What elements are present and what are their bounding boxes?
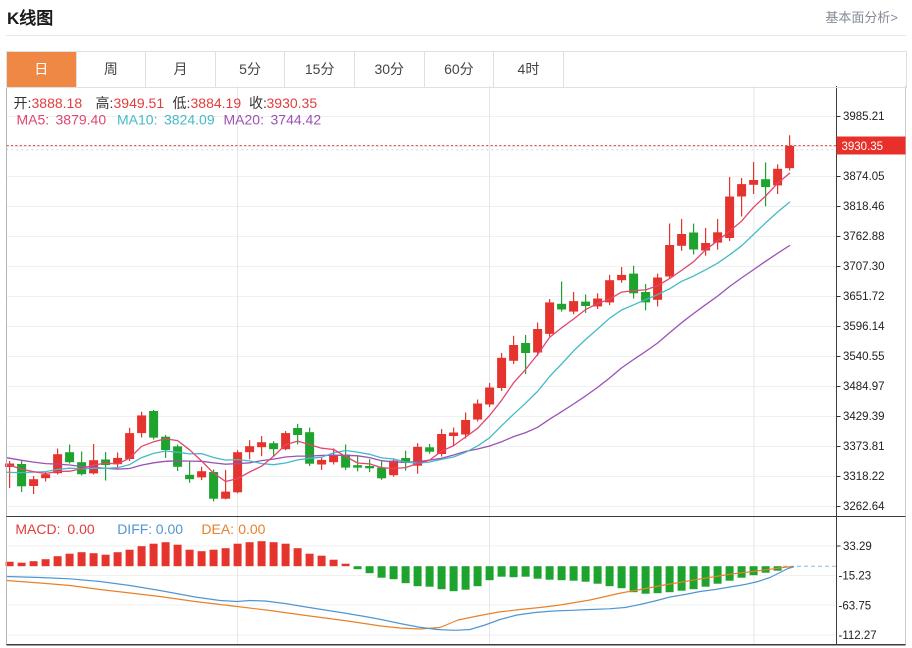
svg-text:3874.05: 3874.05 <box>843 171 885 183</box>
svg-text:-112.27: -112.27 <box>839 630 877 642</box>
svg-text:-63.75: -63.75 <box>839 600 872 612</box>
svg-text:收:: 收: <box>249 95 267 111</box>
svg-text:3484.97: 3484.97 <box>843 381 885 393</box>
svg-text:0.00: 0.00 <box>67 521 94 537</box>
svg-text:3985.21: 3985.21 <box>843 111 885 123</box>
svg-text:3744.42: 3744.42 <box>271 111 322 127</box>
svg-text:开:: 开: <box>14 95 32 111</box>
svg-text:MA10:: MA10: <box>117 111 157 127</box>
svg-text:3262.64: 3262.64 <box>843 501 885 513</box>
svg-text:3707.30: 3707.30 <box>843 261 885 273</box>
svg-text:高:: 高: <box>96 95 114 111</box>
svg-text:3762.88: 3762.88 <box>843 231 885 243</box>
svg-text:3429.39: 3429.39 <box>843 411 885 423</box>
svg-text:低:: 低: <box>173 95 191 111</box>
svg-text:3596.14: 3596.14 <box>843 321 885 333</box>
svg-text:0.00: 0.00 <box>156 521 183 537</box>
svg-text:3540.55: 3540.55 <box>843 351 885 363</box>
svg-text:3818.46: 3818.46 <box>843 201 885 213</box>
svg-text:3824.09: 3824.09 <box>164 111 215 127</box>
svg-text:MA5:: MA5: <box>17 111 50 127</box>
svg-text:33.29: 33.29 <box>843 541 872 553</box>
svg-text:3888.18: 3888.18 <box>32 95 83 111</box>
svg-text:3949.51: 3949.51 <box>114 95 165 111</box>
svg-text:MACD:: MACD: <box>15 521 60 537</box>
svg-text:0.00: 0.00 <box>238 521 265 537</box>
svg-text:-15.23: -15.23 <box>839 571 872 583</box>
svg-text:3373.81: 3373.81 <box>843 441 885 453</box>
svg-text:3930.35: 3930.35 <box>267 95 318 111</box>
svg-text:3884.19: 3884.19 <box>191 95 242 111</box>
svg-text:DIFF:: DIFF: <box>117 521 152 537</box>
svg-text:3930.35: 3930.35 <box>842 141 884 153</box>
svg-text:3879.40: 3879.40 <box>56 111 107 127</box>
svg-text:MA20:: MA20: <box>224 111 264 127</box>
svg-text:3318.22: 3318.22 <box>843 471 885 483</box>
svg-text:DEA:: DEA: <box>201 521 234 537</box>
svg-text:3651.72: 3651.72 <box>843 291 885 303</box>
